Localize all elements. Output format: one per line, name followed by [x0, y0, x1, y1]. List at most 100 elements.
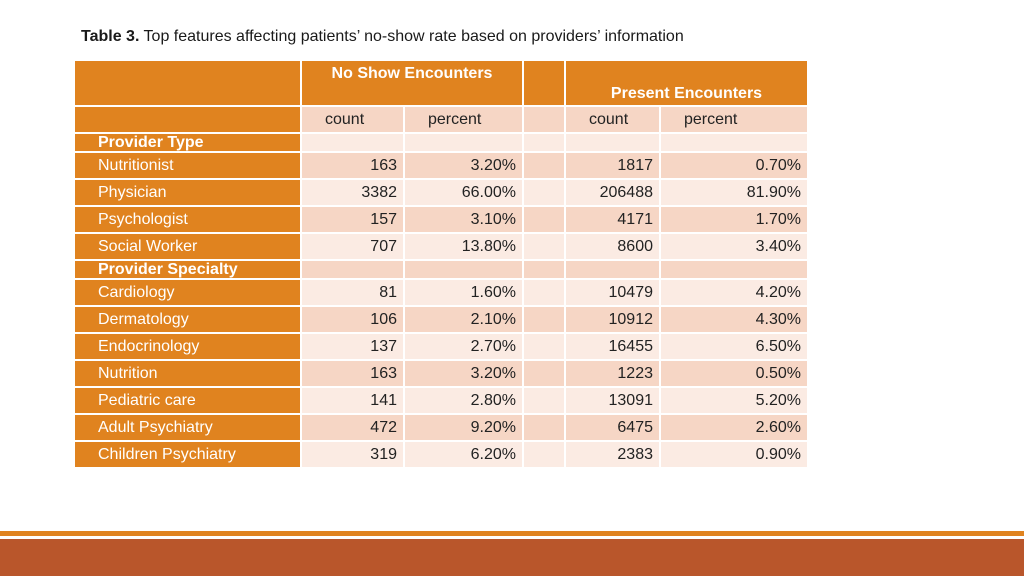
present-percent: 0.70%	[659, 151, 809, 180]
subheader-corner-cell	[73, 105, 302, 134]
empty-cell	[522, 132, 566, 153]
empty-cell	[300, 259, 405, 280]
no-show-count: 472	[300, 413, 405, 442]
no-show-count: 163	[300, 151, 405, 180]
table-row: Dermatology 106 2.10% 10912 4.30%	[73, 305, 809, 334]
section-header-row: Provider Specialty	[73, 259, 809, 280]
table-row: Children Psychiatry 319 6.20% 2383 0.90%	[73, 440, 809, 469]
present-count: 10912	[564, 305, 661, 334]
spacer-cell	[522, 413, 566, 442]
table-row: Psychologist 157 3.10% 4171 1.70%	[73, 205, 809, 234]
section-title: Provider Specialty	[73, 259, 302, 280]
subheader-spacer-cell	[522, 105, 566, 134]
subheader-row: count percent count percent	[73, 105, 809, 134]
caption-text: Top features affecting patients’ no-show…	[139, 28, 684, 45]
subheader-percent-no-show: percent	[403, 105, 524, 134]
no-show-count: 137	[300, 332, 405, 361]
present-percent: 4.20%	[659, 278, 809, 307]
spacer-cell	[522, 305, 566, 334]
present-count: 16455	[564, 332, 661, 361]
no-show-count: 319	[300, 440, 405, 469]
row-label: Dermatology	[73, 305, 302, 334]
section-header-row: Provider Type	[73, 132, 809, 153]
spacer-cell	[522, 332, 566, 361]
present-percent: 3.40%	[659, 232, 809, 261]
table-row: Endocrinology 137 2.70% 16455 6.50%	[73, 332, 809, 361]
present-count: 13091	[564, 386, 661, 415]
no-show-percent: 2.80%	[403, 386, 524, 415]
row-label: Physician	[73, 178, 302, 207]
caption-label: Table 3.	[81, 28, 140, 45]
no-show-percent: 3.20%	[403, 359, 524, 388]
table-row: Social Worker 707 13.80% 8600 3.40%	[73, 232, 809, 261]
empty-cell	[403, 132, 524, 153]
spacer-cell	[522, 232, 566, 261]
present-count: 1223	[564, 359, 661, 388]
no-show-count: 707	[300, 232, 405, 261]
subheader-count-no-show: count	[300, 105, 405, 134]
row-label: Cardiology	[73, 278, 302, 307]
empty-cell	[522, 259, 566, 280]
header-corner-cell	[73, 59, 302, 107]
subheader-percent-present: percent	[659, 105, 809, 134]
table-row: Nutrition 163 3.20% 1223 0.50%	[73, 359, 809, 388]
present-count: 206488	[564, 178, 661, 207]
header-row: No Show Encounters Present Encounters	[73, 59, 809, 107]
data-table: No Show Encounters Present Encounters co…	[73, 59, 809, 469]
no-show-percent: 9.20%	[403, 413, 524, 442]
row-label: Psychologist	[73, 205, 302, 234]
table-row: Physician 3382 66.00% 206488 81.90%	[73, 178, 809, 207]
empty-cell	[403, 259, 524, 280]
spacer-cell	[522, 359, 566, 388]
empty-cell	[564, 132, 661, 153]
header-no-show: No Show Encounters	[300, 59, 524, 107]
present-percent: 5.20%	[659, 386, 809, 415]
empty-cell	[564, 259, 661, 280]
spacer-cell	[522, 440, 566, 469]
row-label: Nutritionist	[73, 151, 302, 180]
row-label: Nutrition	[73, 359, 302, 388]
no-show-count: 157	[300, 205, 405, 234]
row-label: Pediatric care	[73, 386, 302, 415]
no-show-count: 3382	[300, 178, 405, 207]
row-label: Social Worker	[73, 232, 302, 261]
header-present: Present Encounters	[564, 59, 809, 107]
no-show-percent: 2.10%	[403, 305, 524, 334]
present-percent: 81.90%	[659, 178, 809, 207]
spacer-cell	[522, 205, 566, 234]
present-percent: 4.30%	[659, 305, 809, 334]
footer-accent-line	[0, 531, 1024, 536]
spacer-cell	[522, 386, 566, 415]
present-percent: 2.60%	[659, 413, 809, 442]
no-show-count: 141	[300, 386, 405, 415]
no-show-percent: 6.20%	[403, 440, 524, 469]
empty-cell	[659, 259, 809, 280]
row-label: Adult Psychiatry	[73, 413, 302, 442]
table-row: Pediatric care 141 2.80% 13091 5.20%	[73, 386, 809, 415]
footer-bar	[0, 539, 1024, 576]
no-show-percent: 2.70%	[403, 332, 524, 361]
present-count: 6475	[564, 413, 661, 442]
present-count: 4171	[564, 205, 661, 234]
present-count: 1817	[564, 151, 661, 180]
present-count: 8600	[564, 232, 661, 261]
no-show-percent: 3.10%	[403, 205, 524, 234]
header-spacer-cell	[522, 59, 566, 107]
row-label: Endocrinology	[73, 332, 302, 361]
empty-cell	[300, 132, 405, 153]
table-row: Adult Psychiatry 472 9.20% 6475 2.60%	[73, 413, 809, 442]
table-row: Nutritionist 163 3.20% 1817 0.70%	[73, 151, 809, 180]
spacer-cell	[522, 278, 566, 307]
present-count: 2383	[564, 440, 661, 469]
spacer-cell	[522, 178, 566, 207]
present-percent: 0.90%	[659, 440, 809, 469]
no-show-percent: 1.60%	[403, 278, 524, 307]
no-show-count: 163	[300, 359, 405, 388]
no-show-percent: 66.00%	[403, 178, 524, 207]
subheader-count-present: count	[564, 105, 661, 134]
present-percent: 1.70%	[659, 205, 809, 234]
row-label: Children Psychiatry	[73, 440, 302, 469]
no-show-count: 106	[300, 305, 405, 334]
table-caption: Table 3. Top features affecting patients…	[81, 28, 684, 46]
no-show-percent: 3.20%	[403, 151, 524, 180]
